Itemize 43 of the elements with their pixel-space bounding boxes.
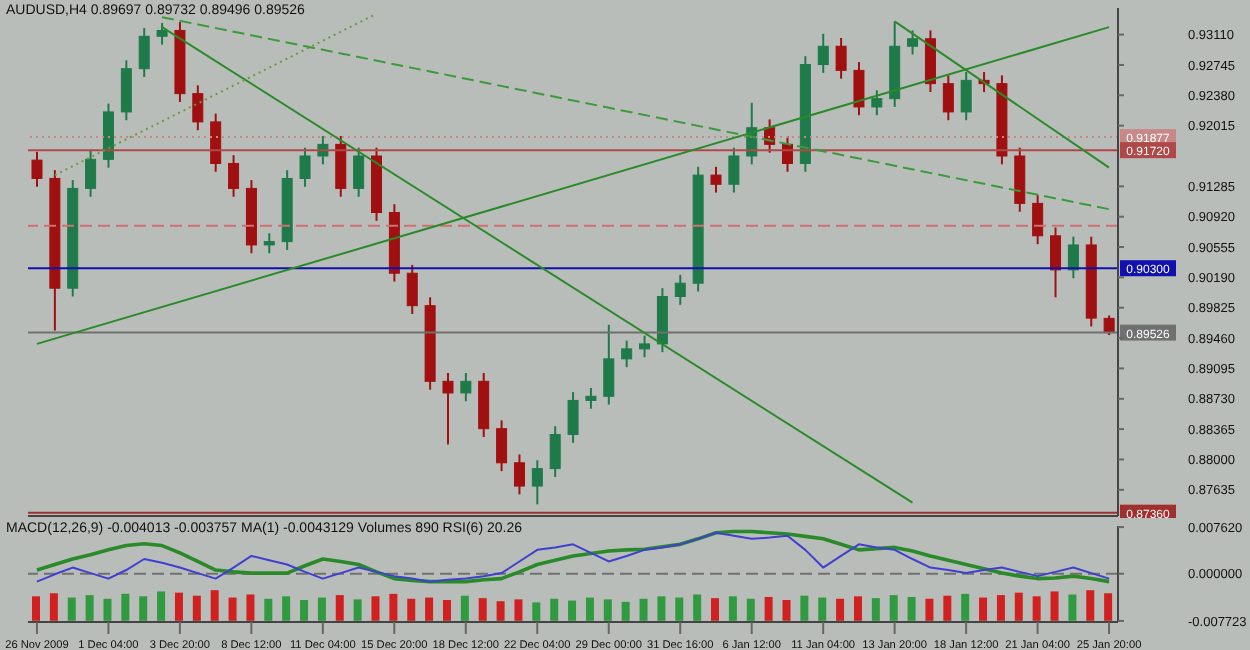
candlestick	[192, 84, 204, 132]
candlestick	[549, 425, 561, 478]
candlestick	[603, 323, 615, 406]
candlestick	[835, 36, 847, 80]
candlestick	[263, 232, 275, 255]
candlestick	[924, 29, 936, 93]
candlestick	[120, 59, 132, 122]
candlestick	[942, 74, 954, 122]
candlestick	[513, 453, 525, 496]
candlestick	[138, 26, 150, 79]
candlestick	[299, 146, 311, 188]
candlestick	[710, 165, 722, 194]
candlestick	[871, 89, 883, 117]
candlestick	[1050, 226, 1062, 299]
candlestick	[1014, 146, 1026, 213]
candlestick	[102, 102, 114, 169]
candlestick	[335, 135, 347, 198]
candlestick	[478, 372, 490, 439]
candlestick	[496, 419, 508, 473]
candlestick	[960, 71, 972, 122]
candlestick	[1103, 314, 1115, 337]
candlestick	[1032, 194, 1044, 246]
candlestick	[907, 29, 919, 56]
candlestick	[156, 21, 168, 46]
candlestick	[728, 146, 740, 194]
candlestick	[85, 150, 97, 198]
candlestick	[460, 372, 472, 403]
candlestick	[406, 263, 418, 315]
candlestick	[442, 372, 454, 446]
candlestick	[567, 391, 579, 444]
candlestick	[621, 339, 633, 369]
candlestick	[639, 334, 651, 359]
candlestick	[585, 386, 597, 410]
candlestick	[817, 32, 829, 74]
candlestick	[674, 273, 686, 306]
candlestick	[531, 459, 543, 506]
candlestick	[656, 287, 668, 354]
candlestick	[1067, 235, 1079, 280]
candlestick	[353, 146, 365, 198]
candlestick	[228, 154, 240, 198]
candlestick	[31, 150, 43, 188]
candlestick	[853, 61, 865, 117]
candlestick	[210, 112, 222, 173]
